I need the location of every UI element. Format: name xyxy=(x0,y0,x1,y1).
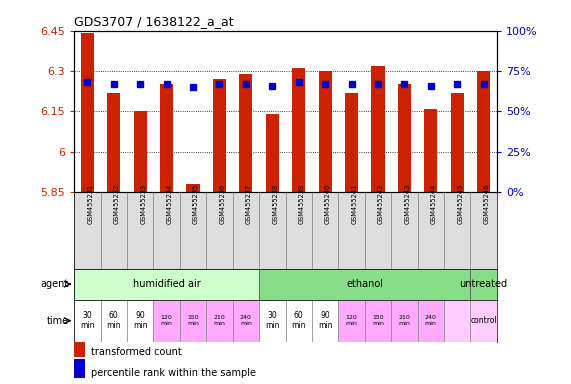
Text: time: time xyxy=(46,316,69,326)
Bar xyxy=(444,192,471,269)
Bar xyxy=(160,84,173,192)
Text: humidified air: humidified air xyxy=(133,279,200,289)
Text: GSM455244: GSM455244 xyxy=(431,183,437,224)
Text: GSM455246: GSM455246 xyxy=(484,183,489,224)
Bar xyxy=(391,192,417,269)
Text: 120
min: 120 min xyxy=(345,315,357,326)
Text: GSM455242: GSM455242 xyxy=(378,183,384,224)
Text: GSM455238: GSM455238 xyxy=(272,184,278,223)
Bar xyxy=(127,300,154,342)
Text: 240
min: 240 min xyxy=(425,315,437,326)
Text: transformed count: transformed count xyxy=(91,347,182,357)
Text: ethanol: ethanol xyxy=(346,279,383,289)
Bar xyxy=(345,93,358,192)
Bar xyxy=(417,192,444,269)
Bar xyxy=(154,300,180,342)
Bar xyxy=(286,300,312,342)
Bar xyxy=(259,300,286,342)
Bar xyxy=(74,338,85,357)
Text: 210
min: 210 min xyxy=(214,315,226,326)
Bar xyxy=(206,300,233,342)
Text: GSM455234: GSM455234 xyxy=(167,184,172,223)
Bar xyxy=(365,300,391,342)
Text: GSM455239: GSM455239 xyxy=(299,184,305,223)
Bar xyxy=(312,300,338,342)
Bar xyxy=(127,192,154,269)
Bar xyxy=(180,300,206,342)
Bar xyxy=(451,93,464,192)
Text: untreated: untreated xyxy=(460,279,508,289)
Bar xyxy=(266,114,279,192)
Bar xyxy=(477,71,490,192)
Text: 60
min: 60 min xyxy=(291,311,306,330)
Bar xyxy=(100,300,127,342)
Bar xyxy=(259,269,471,300)
Bar xyxy=(338,192,365,269)
Bar xyxy=(365,192,391,269)
Bar xyxy=(239,74,252,192)
Text: GSM455231: GSM455231 xyxy=(87,184,94,223)
Bar xyxy=(74,192,100,269)
Text: control: control xyxy=(470,316,497,325)
Text: 150
min: 150 min xyxy=(187,315,199,326)
Bar xyxy=(154,192,180,269)
Bar xyxy=(471,269,497,300)
Text: GSM455243: GSM455243 xyxy=(404,184,411,223)
Text: agent: agent xyxy=(41,279,69,289)
Bar xyxy=(398,84,411,192)
Text: GDS3707 / 1638122_a_at: GDS3707 / 1638122_a_at xyxy=(74,15,234,28)
Text: GSM455245: GSM455245 xyxy=(457,183,463,224)
Bar xyxy=(259,192,286,269)
Bar xyxy=(319,71,332,192)
Text: percentile rank within the sample: percentile rank within the sample xyxy=(91,368,256,378)
Bar xyxy=(74,359,85,378)
Text: 30
min: 30 min xyxy=(80,311,95,330)
Text: GSM455233: GSM455233 xyxy=(140,184,146,223)
Bar xyxy=(213,79,226,192)
Bar xyxy=(233,300,259,342)
Text: GSM455232: GSM455232 xyxy=(114,184,120,223)
Bar xyxy=(471,192,497,269)
Bar xyxy=(312,192,338,269)
Bar xyxy=(180,192,206,269)
Text: 60
min: 60 min xyxy=(107,311,121,330)
Text: 30
min: 30 min xyxy=(265,311,280,330)
Bar xyxy=(100,192,127,269)
Bar xyxy=(424,109,437,192)
Text: GSM455236: GSM455236 xyxy=(219,184,226,223)
Bar xyxy=(286,192,312,269)
Text: 240
min: 240 min xyxy=(240,315,252,326)
Bar xyxy=(444,300,471,342)
Text: 90
min: 90 min xyxy=(318,311,332,330)
Text: 90
min: 90 min xyxy=(133,311,147,330)
Text: 150
min: 150 min xyxy=(372,315,384,326)
Bar xyxy=(391,300,417,342)
Bar xyxy=(74,300,100,342)
Bar xyxy=(206,192,233,269)
Bar xyxy=(471,300,497,342)
Bar xyxy=(292,68,305,192)
Text: GSM455240: GSM455240 xyxy=(325,183,331,224)
Text: 120
min: 120 min xyxy=(160,315,172,326)
Text: GSM455237: GSM455237 xyxy=(246,184,252,223)
Bar xyxy=(417,300,444,342)
Bar xyxy=(233,192,259,269)
Text: GSM455241: GSM455241 xyxy=(352,184,357,223)
Bar xyxy=(107,93,120,192)
Bar xyxy=(81,33,94,192)
Bar xyxy=(371,66,384,192)
Bar xyxy=(134,111,147,192)
Bar xyxy=(338,300,365,342)
Bar xyxy=(187,184,200,192)
Text: 210
min: 210 min xyxy=(399,315,411,326)
Text: GSM455235: GSM455235 xyxy=(193,184,199,223)
Bar xyxy=(74,269,259,300)
